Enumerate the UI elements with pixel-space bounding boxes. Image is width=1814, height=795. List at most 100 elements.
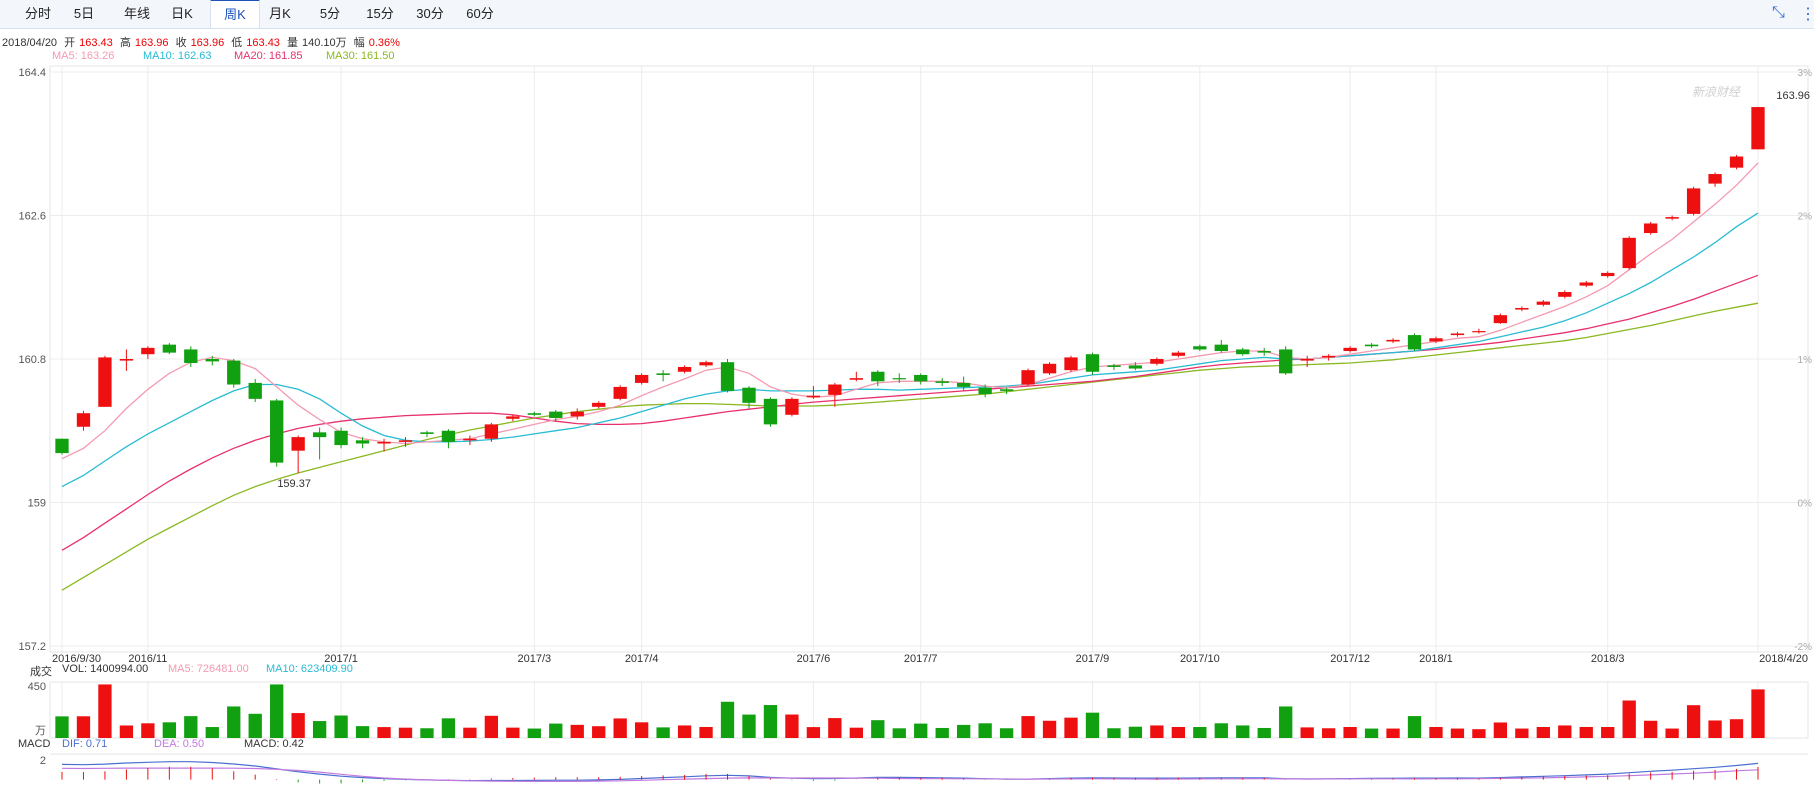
volume-bar (420, 728, 434, 738)
candle-body (1150, 359, 1164, 364)
candle (1729, 154, 1744, 170)
dif-line (61, 761, 1759, 782)
volume-bar (141, 723, 155, 738)
volume-bar (634, 722, 649, 738)
volume-bar (1128, 726, 1143, 738)
volume-bar (484, 715, 499, 738)
tab-5[interactable]: 月K (269, 6, 291, 21)
candle (398, 437, 413, 447)
candle-body (1107, 365, 1121, 367)
candle (184, 346, 198, 367)
ma10-legend: MA10: 162.63 (143, 50, 212, 62)
tab-1[interactable]: 5日 (73, 6, 95, 21)
candle-body (1644, 223, 1658, 234)
macd-tick-label: 2 (40, 755, 46, 767)
volume-bar (1450, 728, 1465, 738)
candle-body (527, 413, 541, 415)
candle-body (1407, 335, 1422, 350)
volume-bar (1386, 728, 1400, 738)
volume-bar (1279, 706, 1293, 738)
candle (656, 370, 670, 382)
ma30-legend: MA30: 161.50 (326, 50, 395, 62)
candle-body (141, 347, 155, 355)
tab-2[interactable]: 年线 (123, 6, 150, 21)
candle (1751, 107, 1765, 150)
x-tick-label: 2018/1 (1419, 653, 1453, 665)
volume-bar (1558, 725, 1572, 738)
tab-9[interactable]: 60分 (466, 6, 494, 21)
volume-bar (55, 716, 69, 738)
volume-bar (119, 725, 134, 738)
volume-bar (506, 727, 520, 738)
volume-bar (570, 724, 584, 738)
candle (1171, 351, 1186, 358)
candle (592, 401, 606, 409)
candle-body (506, 416, 520, 419)
volume-bar (849, 727, 863, 738)
volume-bar (1085, 712, 1100, 738)
candle-body (1214, 344, 1228, 352)
candle-body (592, 402, 606, 407)
tab-4[interactable]: 周K (210, 0, 260, 28)
candle (1493, 313, 1508, 324)
dea-line (61, 767, 1759, 783)
change-value: 0.36% (368, 37, 400, 49)
ohlc-info-line: 2018/04/20 开 163.43 高 163.96 收 163.96 低 163.… (2, 37, 400, 49)
candle-body (720, 362, 735, 391)
ma30-line (61, 302, 1759, 591)
candle (506, 414, 520, 422)
candle-body (871, 371, 885, 382)
candle-body (1558, 292, 1572, 297)
candle-body (334, 430, 348, 446)
candle (1536, 300, 1550, 307)
candle (1321, 354, 1336, 361)
candle-body (484, 424, 499, 439)
volume-bar (1257, 727, 1271, 738)
candle-body (849, 378, 863, 380)
candle (463, 435, 477, 446)
candle (1601, 271, 1615, 278)
volume-bar (1343, 726, 1357, 738)
candle-body (699, 362, 713, 366)
max-price-annotation: 163.96 (1776, 90, 1810, 102)
tab-8[interactable]: 30分 (416, 6, 444, 21)
candle-body (1493, 315, 1508, 324)
candle (441, 429, 456, 449)
volume-bar (592, 726, 606, 738)
price-tick-label: 157.2 (18, 641, 46, 653)
candle (1257, 347, 1271, 356)
volume-value: 140.10万 (302, 37, 347, 49)
candle (1686, 186, 1701, 216)
candle (1472, 328, 1486, 334)
candle (270, 398, 284, 467)
volume-bar (1214, 723, 1228, 738)
pct-tick-label: 2% (1798, 212, 1813, 223)
volume-bar (1472, 729, 1486, 738)
candle-body (1236, 349, 1250, 355)
candle-body (1128, 365, 1143, 369)
candle (613, 385, 627, 401)
candle (935, 378, 949, 387)
tab-6[interactable]: 5分 (319, 6, 341, 21)
candle (248, 378, 262, 403)
candle-body (55, 438, 69, 454)
candle (162, 343, 176, 355)
candle (1236, 347, 1250, 356)
tab-3[interactable]: 日K (171, 6, 193, 21)
tab-0[interactable]: 分时 (24, 6, 51, 21)
volume-tick-label: 450 (28, 681, 46, 693)
tab-7[interactable]: 15分 (366, 6, 394, 21)
candle-body (248, 382, 262, 399)
candle-body (914, 374, 928, 382)
compress-icon[interactable]: ⤡ (1772, 4, 1785, 21)
volume-bar (184, 716, 198, 738)
more-vertical-icon[interactable]: ⋮ (1800, 6, 1814, 23)
volume-bar (613, 718, 627, 738)
x-tick-label: 2016/11 (128, 653, 167, 665)
volume-bar (377, 727, 391, 738)
dif-legend: DIF: 0.71 (62, 738, 108, 750)
candle-body (1601, 272, 1615, 277)
volume-bar (1107, 728, 1121, 738)
candle (1644, 221, 1658, 235)
